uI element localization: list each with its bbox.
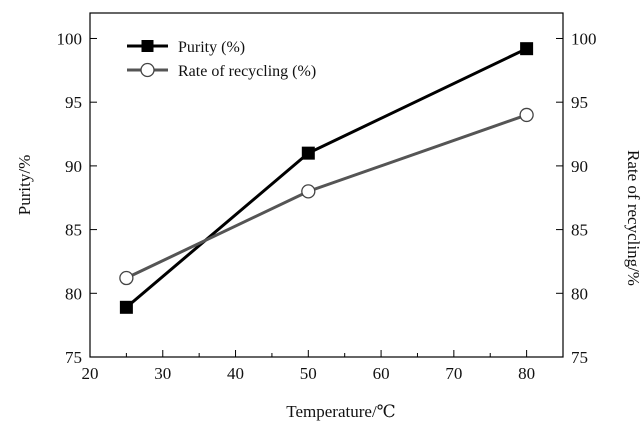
y-left-tick-label: 100	[57, 29, 83, 48]
y-right-tick-label: 95	[571, 93, 588, 112]
y-left-tick-label: 85	[65, 221, 82, 240]
data-point-recycling	[119, 270, 134, 286]
x-tick-label: 80	[518, 364, 535, 383]
y-left-tick-label: 95	[65, 93, 82, 112]
legend-entry-label: Purity (%)	[178, 39, 245, 56]
x-tick-label: 70	[445, 364, 462, 383]
y-right-tick-label: 80	[571, 284, 588, 303]
x-tick-label: 30	[154, 364, 171, 383]
x-axis-label: Temperature/℃	[286, 402, 395, 421]
data-point-purity	[119, 300, 133, 314]
x-tick-label: 20	[82, 364, 99, 383]
data-point-purity	[301, 146, 315, 160]
legend-marker-square	[141, 40, 154, 52]
y-left-tick-label: 90	[65, 157, 82, 176]
legend-entry-label: Rate of recycling (%)	[178, 63, 316, 80]
data-point-purity	[520, 42, 534, 56]
y-left-tick-label: 75	[65, 348, 82, 367]
x-tick-label: 40	[227, 364, 244, 383]
y-right-tick-label: 100	[571, 29, 597, 48]
series-layer	[119, 42, 534, 314]
legend-marker-circle	[140, 62, 155, 78]
series-line-1	[125, 47, 528, 309]
series-line-2	[125, 113, 528, 280]
data-point-recycling	[301, 184, 316, 199]
ticks-layer: 20 30 40 50 60 70 80 75 80 85 90 95 100 75 80 85 90 95 100	[57, 29, 597, 383]
y-right-tick-label: 75	[571, 348, 588, 367]
y-axis-left-label: Purity/%	[15, 155, 34, 215]
axis-labels: Temperature/℃ Purity/% Rate of recycling…	[15, 150, 643, 421]
y-right-tick-label: 90	[571, 157, 588, 176]
legend: Purity (%) Rate of recycling (%)	[127, 39, 316, 80]
y-left-tick-label: 80	[65, 284, 82, 303]
plot-frame	[89, 12, 564, 358]
axes-layer	[89, 12, 564, 358]
data-point-recycling	[519, 107, 534, 123]
y-axis-right-label: Rate of recycling/%	[624, 150, 643, 286]
x-tick-label: 60	[373, 364, 390, 383]
y-right-tick-label: 85	[571, 221, 588, 240]
x-tick-label: 50	[300, 364, 317, 383]
